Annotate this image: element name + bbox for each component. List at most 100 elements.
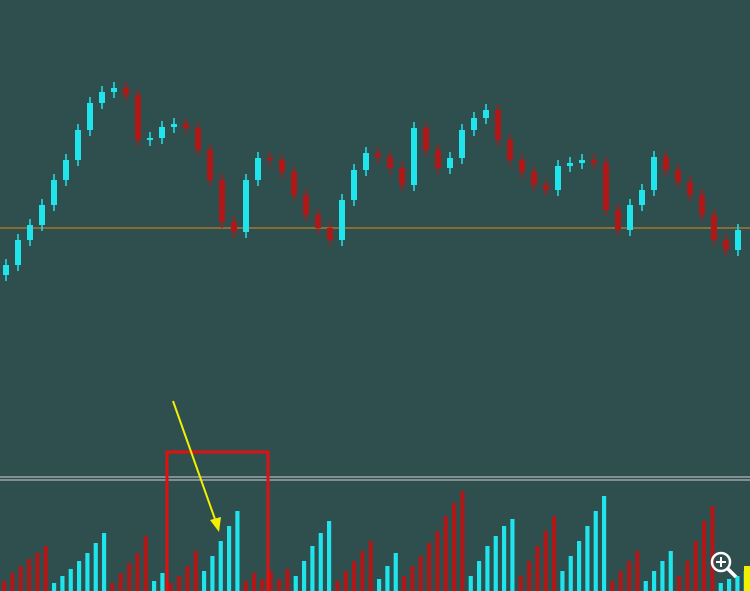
histogram-bar xyxy=(260,579,265,591)
price-pane xyxy=(0,82,750,281)
histogram-bar xyxy=(135,553,140,591)
histogram-bar xyxy=(593,511,598,591)
candle-body xyxy=(375,153,381,157)
histogram-pane xyxy=(2,491,748,591)
candle-body xyxy=(183,124,189,128)
candle-body xyxy=(531,172,537,185)
histogram-bar xyxy=(102,533,107,591)
zoom-button[interactable] xyxy=(710,551,738,579)
histogram-bar xyxy=(435,531,440,591)
histogram-bar xyxy=(377,579,382,591)
zoom-lens xyxy=(710,551,732,573)
candle-body xyxy=(315,215,321,228)
histogram-bar xyxy=(477,561,482,591)
histogram-bar xyxy=(68,569,73,591)
histogram-bar xyxy=(335,581,340,591)
histogram-bar xyxy=(193,551,198,591)
histogram-bar xyxy=(735,576,740,591)
candle-body xyxy=(123,88,129,95)
histogram-bar xyxy=(543,531,548,591)
candle-body xyxy=(711,215,717,240)
candle-body xyxy=(627,205,633,230)
candle-body xyxy=(495,110,501,140)
candle-body xyxy=(411,128,417,185)
histogram-bar xyxy=(27,559,32,591)
candle-body xyxy=(555,166,561,190)
candle-body xyxy=(351,170,357,200)
histogram-bar xyxy=(77,561,82,591)
histogram-bar xyxy=(502,526,507,591)
histogram-bar xyxy=(443,516,448,591)
histogram-bar xyxy=(577,541,582,591)
histogram-bar xyxy=(127,563,132,591)
histogram-bar xyxy=(552,516,557,591)
histogram-bar xyxy=(385,566,390,591)
histogram-bar xyxy=(460,491,465,591)
candle-body xyxy=(507,140,513,160)
candle-body xyxy=(327,228,333,240)
candle-body xyxy=(579,160,585,163)
histogram-bar xyxy=(210,556,215,591)
histogram-bar xyxy=(110,583,115,591)
histogram-bar xyxy=(410,566,415,591)
candle-body xyxy=(231,222,237,232)
histogram-bar xyxy=(402,576,407,591)
candle-body xyxy=(279,160,285,172)
candle-body xyxy=(87,103,93,130)
highlight-box xyxy=(165,450,270,591)
candle-body xyxy=(303,195,309,215)
candle-body xyxy=(135,95,141,140)
candle-body xyxy=(459,130,465,158)
histogram-bar xyxy=(718,583,723,591)
candle-body xyxy=(687,182,693,195)
candle-body xyxy=(699,195,705,215)
histogram-bar xyxy=(693,541,698,591)
histogram-bar xyxy=(243,581,248,591)
histogram-bar xyxy=(277,579,282,591)
histogram-bar xyxy=(560,571,565,591)
candle-body xyxy=(255,158,261,180)
histogram-bar xyxy=(352,561,357,591)
histogram-bar xyxy=(393,553,398,591)
arrow-head xyxy=(210,517,221,532)
histogram-bar xyxy=(368,541,373,591)
histogram-bar xyxy=(202,571,207,591)
histogram-bar xyxy=(43,546,48,591)
histogram-bar xyxy=(343,571,348,591)
histogram-bar xyxy=(627,561,632,591)
histogram-bar xyxy=(118,573,123,591)
histogram-bar xyxy=(218,541,223,591)
histogram-bar xyxy=(35,553,40,591)
histogram-bar xyxy=(493,536,498,591)
histogram-bar xyxy=(727,579,732,591)
candle-body xyxy=(339,200,345,240)
candle-body xyxy=(243,180,249,232)
histogram-bar xyxy=(485,546,490,591)
histogram-bar xyxy=(302,561,307,591)
histogram-bar xyxy=(185,566,190,591)
candle-body xyxy=(615,210,621,230)
histogram-bar xyxy=(702,521,707,591)
histogram-bar xyxy=(452,503,457,591)
histogram-bar xyxy=(227,526,232,591)
candle-body xyxy=(663,157,669,170)
histogram-bar xyxy=(293,576,298,591)
histogram-bar xyxy=(18,566,23,591)
candle-body xyxy=(651,157,657,190)
candle-body xyxy=(15,240,21,265)
histogram-bar xyxy=(85,553,90,591)
histogram-bar xyxy=(235,511,240,591)
candle-body xyxy=(363,153,369,170)
candle-body xyxy=(447,158,453,168)
candle-body xyxy=(159,127,165,138)
histogram-bar xyxy=(685,561,690,591)
candle-body xyxy=(423,128,429,150)
histogram-bar xyxy=(668,551,673,591)
histogram-bar xyxy=(518,576,523,591)
histogram-bar xyxy=(168,583,173,591)
candle-body xyxy=(51,180,57,205)
histogram-bar xyxy=(327,521,332,591)
histogram-bar xyxy=(52,583,57,591)
histogram-bar xyxy=(677,576,682,591)
